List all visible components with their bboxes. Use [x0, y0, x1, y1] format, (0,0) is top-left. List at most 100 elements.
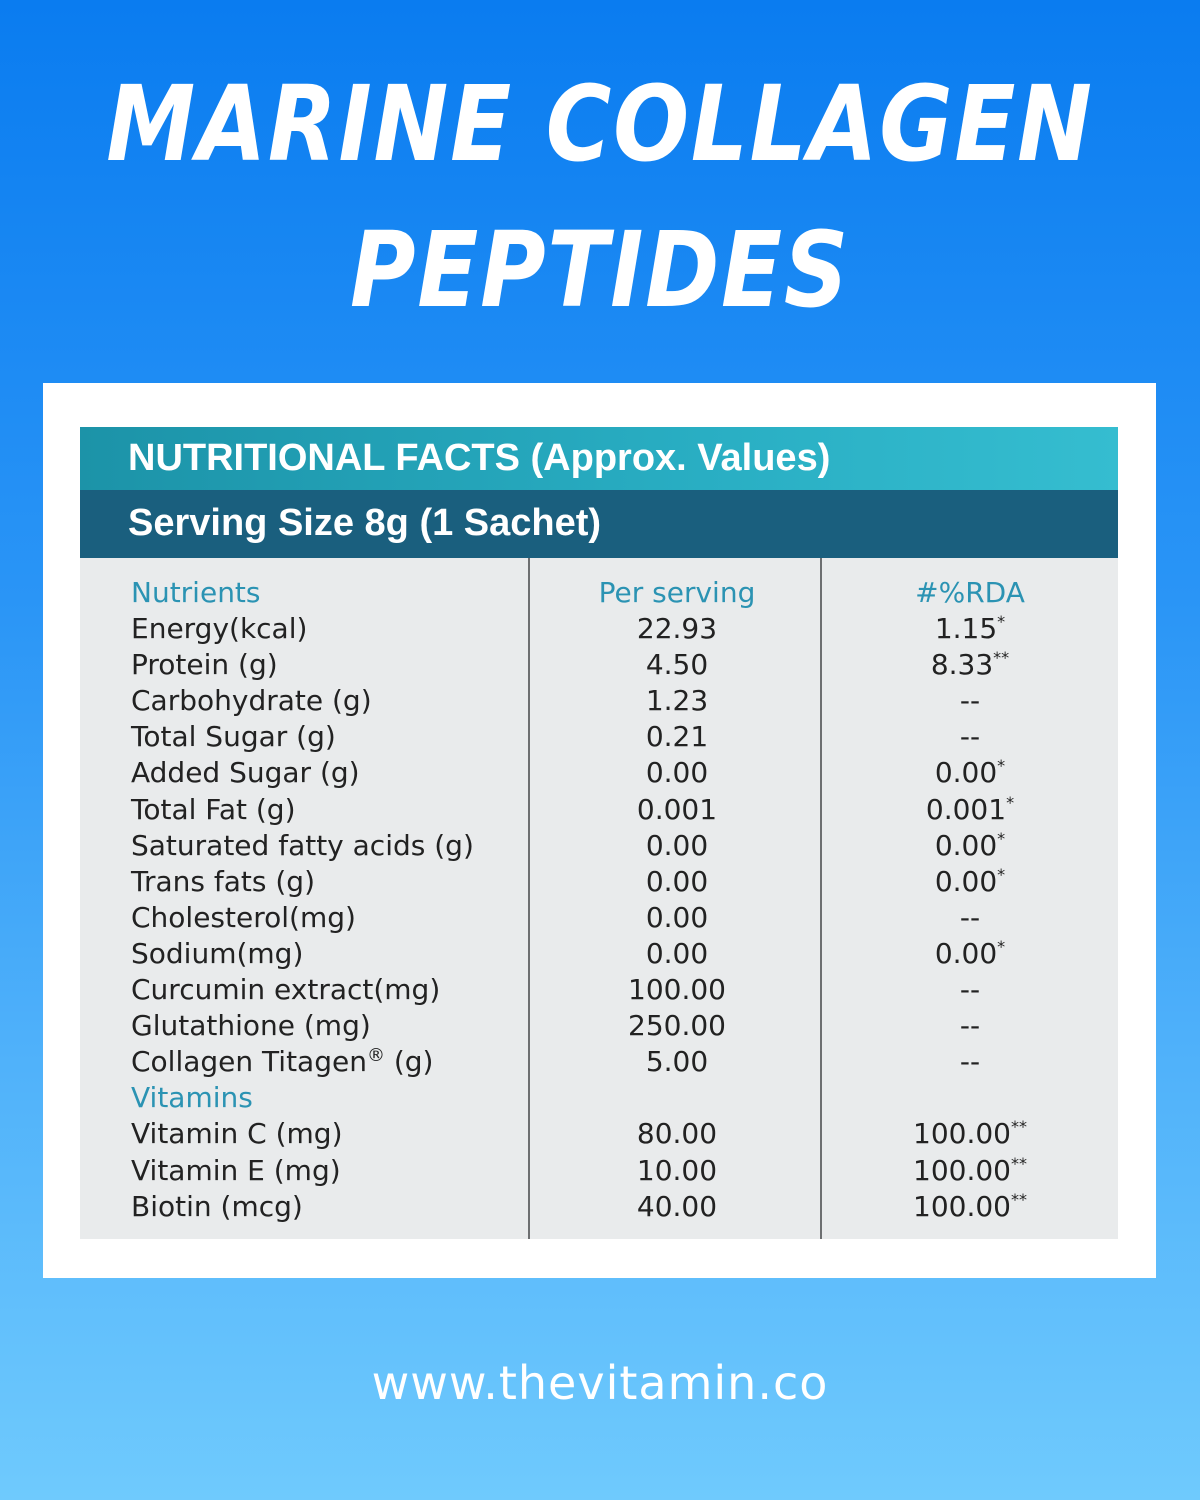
nutrient-row: Added Sugar (g) 0.00 0.00* — [80, 755, 1118, 791]
footnote-mark: * — [997, 864, 1006, 884]
nutrient-name-text: Biotin (mcg) — [131, 1189, 303, 1223]
per-serving-value: 0.001 — [636, 792, 718, 826]
rda-value: 1.15* — [822, 611, 1118, 647]
nutrient-name: Curcumin extract(mg) — [131, 972, 440, 1008]
nutrient-row: Sodium(mg) 0.00 0.00* — [80, 936, 1118, 972]
rda-value: 100.00** — [822, 1116, 1118, 1152]
per-serving-value: 0.00 — [645, 864, 709, 898]
column-header-per-serving: Per serving — [598, 576, 756, 609]
footnote-mark: * — [997, 756, 1006, 776]
nutrient-row: Saturated fatty acids (g) 0.00 0.00* — [80, 828, 1118, 864]
rda-value: -- — [822, 900, 1118, 936]
rda-number: 0.00 — [934, 936, 998, 970]
nutrient-name-text: Vitamin C (mg) — [131, 1117, 343, 1151]
per-serving-value: 10.00 — [636, 1153, 718, 1187]
nutrient-name-text: Trans fats (g) — [131, 864, 315, 898]
per-serving-value: 100.00 — [628, 973, 726, 1006]
rda-value: 0.00* — [822, 936, 1118, 972]
nutrient-name: Vitamin C (mg) — [131, 1116, 343, 1152]
rda-value: -- — [822, 1044, 1118, 1080]
nutrient-name-text: Sodium(mg) — [131, 936, 304, 970]
nutrient-name: Saturated fatty acids (g) — [131, 828, 474, 864]
nutrient-name-text: Carbohydrate (g) — [131, 684, 372, 718]
section-heading: Vitamins — [80, 1080, 1118, 1116]
rda-value: 0.00* — [822, 755, 1118, 791]
rda-value: -- — [822, 683, 1118, 719]
per-serving-value: 80.00 — [636, 1117, 718, 1151]
nutrient-name: Trans fats (g) — [131, 864, 315, 900]
rda-number: -- — [959, 973, 981, 1006]
nutrient-unit: (g) — [384, 1045, 434, 1079]
rda-number: -- — [959, 900, 981, 934]
nutrient-name-text: Glutathione (mg) — [131, 1009, 371, 1043]
per-serving-value: 40.00 — [636, 1189, 718, 1223]
rda-number: -- — [959, 1009, 981, 1043]
rda-number: 100.00 — [913, 1117, 1011, 1151]
per-serving-value: 250.00 — [628, 1009, 726, 1043]
serving-size: Serving Size 8g (1 Sachet) — [80, 490, 1118, 558]
nutrient-name-text: Cholesterol(mg) — [131, 900, 356, 934]
column-header-rda: #%RDA — [915, 576, 1025, 609]
column-divider — [528, 558, 530, 1239]
rda-value: 0.00* — [822, 828, 1118, 864]
nutrient-name-text: Saturated fatty acids (g) — [131, 828, 474, 862]
per-serving-value: 5.00 — [645, 1045, 709, 1079]
nutrient-name-text: Total Sugar (g) — [131, 720, 336, 754]
website-url: www.thevitamin.co — [371, 1356, 829, 1410]
nutrient-name: Cholesterol(mg) — [131, 900, 356, 936]
per-serving-value: 0.21 — [645, 720, 709, 754]
rda-value: 0.00* — [822, 864, 1118, 900]
rda-number: 0.00 — [934, 828, 998, 862]
nutrient-name-text: Energy(kcal) — [131, 612, 308, 645]
nutrient-row: Trans fats (g) 0.00 0.00* — [80, 864, 1118, 900]
nutrient-row: Total Fat (g) 0.001 0.001* — [80, 792, 1118, 828]
nutrient-name: Collagen Titagen® (g) — [131, 1044, 433, 1080]
nutrient-row: Carbohydrate (g) 1.23 -- — [80, 683, 1118, 719]
rda-number: -- — [959, 1045, 981, 1079]
footnote-mark: ** — [1010, 1189, 1027, 1209]
nutrient-name: Added Sugar (g) — [131, 755, 360, 791]
nutrient-row: Glutathione (mg) 250.00 -- — [80, 1008, 1118, 1044]
nutrition-card: NUTRITIONAL FACTS (Approx. Values) Servi… — [43, 383, 1156, 1278]
per-serving-value: 1.23 — [645, 684, 709, 718]
nutrition-header: NUTRITIONAL FACTS (Approx. Values) — [80, 427, 1118, 490]
per-serving-value: 0.00 — [645, 900, 709, 934]
rda-value: -- — [822, 1008, 1118, 1044]
title-line-2: PEPTIDES — [349, 209, 851, 331]
nutrient-name-text: Curcumin extract(mg) — [131, 973, 441, 1006]
section-label: Vitamins — [131, 1081, 253, 1115]
nutrient-name-text: Collagen Titagen — [131, 1045, 367, 1079]
per-serving-value: 0.00 — [645, 828, 709, 862]
footnote-mark: * — [1006, 792, 1015, 812]
rda-number: 0.00 — [934, 864, 998, 898]
rda-number: -- — [959, 720, 981, 754]
rda-number: 100.00 — [913, 1189, 1011, 1223]
nutrient-name: Sodium(mg) — [131, 936, 303, 972]
title-line-1: MARINE COLLAGEN — [106, 63, 1094, 185]
rda-value: -- — [822, 719, 1118, 755]
column-divider — [820, 558, 822, 1239]
nutrient-row: Energy(kcal) 22.93 1.15* — [80, 611, 1118, 647]
nutrient-row: Curcumin extract(mg) 100.00 -- — [80, 972, 1118, 1008]
rda-value: -- — [822, 972, 1118, 1008]
footnote-mark: ** — [993, 648, 1010, 668]
footnote-mark: ** — [1010, 1153, 1027, 1173]
nutrient-name: Protein (g) — [131, 647, 278, 683]
column-header-nutrients: Nutrients — [131, 576, 261, 609]
nutrient-name: Glutathione (mg) — [131, 1008, 371, 1044]
nutrition-label: NUTRITIONAL FACTS (Approx. Values) Servi… — [80, 427, 1118, 1239]
per-serving-value: 0.00 — [645, 936, 709, 970]
rda-number: 8.33 — [930, 648, 994, 682]
rda-value: 100.00** — [822, 1153, 1118, 1189]
nutrient-name-text: Vitamin E (mg) — [131, 1153, 341, 1187]
rda-number: 1.15 — [934, 612, 998, 645]
rda-value: 8.33** — [822, 647, 1118, 683]
nutrient-row: Biotin (mcg) 40.00 100.00** — [80, 1189, 1118, 1225]
nutrient-name-text: Added Sugar (g) — [131, 756, 360, 790]
rda-number: 100.00 — [913, 1153, 1011, 1187]
nutrient-row: Total Sugar (g) 0.21 -- — [80, 719, 1118, 755]
footnote-mark: * — [997, 612, 1006, 631]
nutrient-name-text: Protein (g) — [131, 648, 278, 682]
nutrient-name: Energy(kcal) — [131, 611, 307, 647]
rda-number: 0.001 — [925, 792, 1007, 826]
